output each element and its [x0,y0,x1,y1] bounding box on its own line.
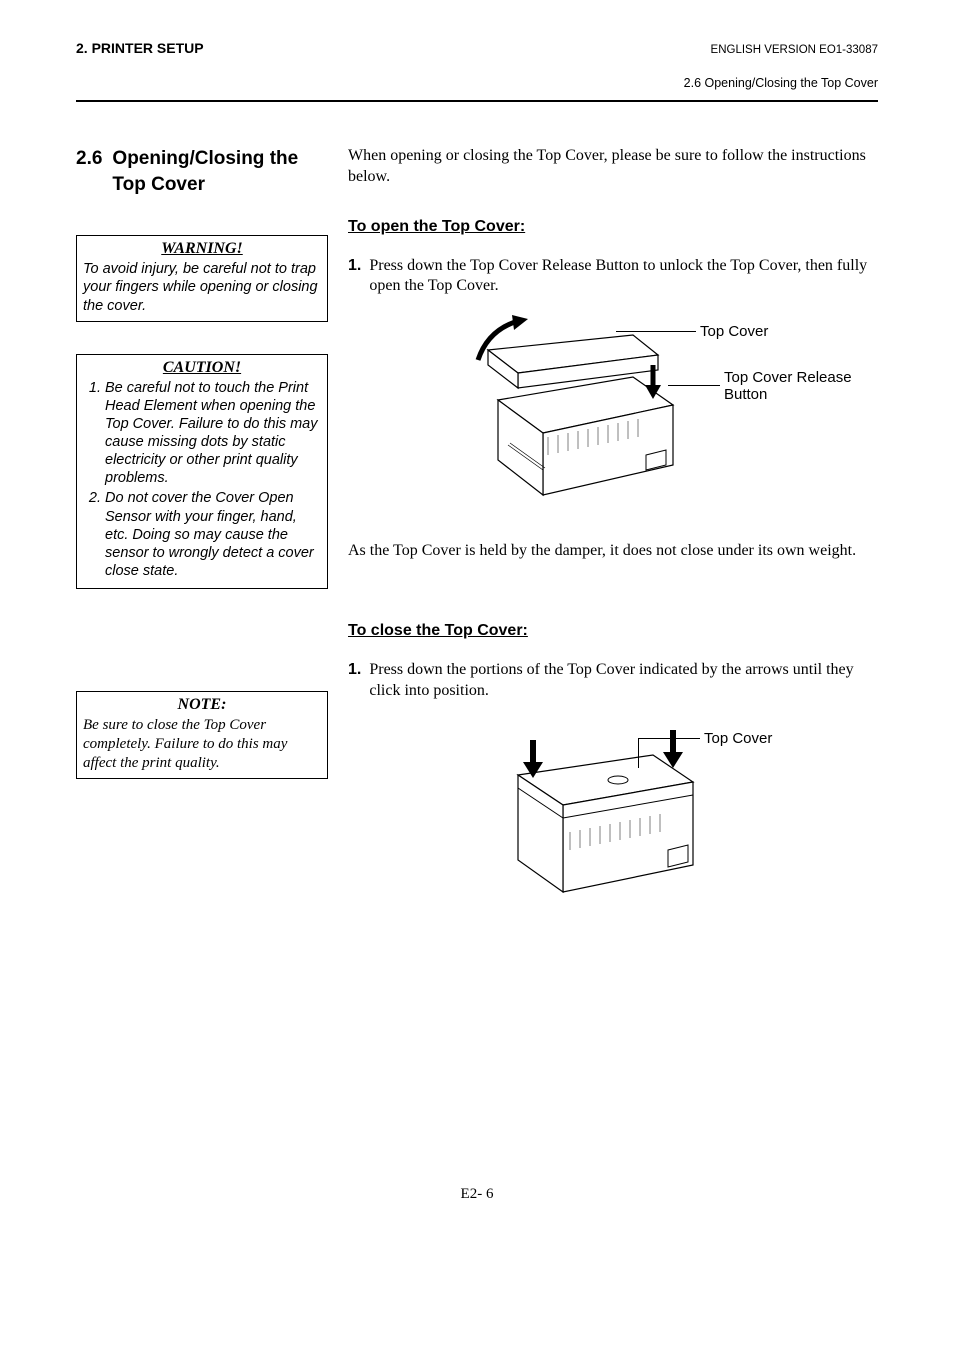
header-rule [76,100,878,102]
content-columns: 2.6 Opening/Closing the Top Cover WARNIN… [76,146,878,946]
printer-close-illustration [478,720,708,920]
caution-title: CAUTION! [83,359,321,377]
note-body: Be sure to close the Top Cover completel… [83,716,321,772]
close-step-1-num: 1. [348,660,361,702]
warning-box: WARNING! To avoid injury, be careful not… [76,235,328,321]
caution-item-2: Do not cover the Cover Open Sensor with … [105,489,321,580]
left-column: 2.6 Opening/Closing the Top Cover WARNIN… [76,146,328,946]
figure-close: Top Cover [348,720,878,920]
open-step-1: 1. Press down the Top Cover Release Butt… [348,256,878,298]
section-number: 2.6 [76,146,102,197]
damper-text: As the Top Cover is held by the damper, … [348,541,878,562]
section-title-text: Opening/Closing the Top Cover [112,146,328,197]
section-title: 2.6 Opening/Closing the Top Cover [76,146,328,197]
header-right-sub: 2.6 Opening/Closing the Top Cover [76,76,878,90]
page: 2. PRINTER SETUP ENGLISH VERSION EO1-330… [0,0,954,1233]
note-title: NOTE: [83,696,321,714]
header-left: 2. PRINTER SETUP [76,40,204,56]
open-heading: To open the Top Cover: [348,218,878,236]
open-callout-top-cover: Top Cover [700,323,768,340]
close-step-1-text: Press down the portions of the Top Cover… [369,660,878,702]
caution-list: Be careful not to touch the Print Head E… [83,379,321,580]
page-number: E2- 6 [76,1186,878,1203]
figure-open: Top Cover Top Cover Release Button [348,315,878,515]
note-box: NOTE: Be sure to close the Top Cover com… [76,691,328,779]
right-column: When opening or closing the Top Cover, p… [348,146,878,946]
printer-open-illustration [448,315,678,515]
intro-text: When opening or closing the Top Cover, p… [348,146,878,188]
close-heading: To close the Top Cover: [348,622,878,640]
open-step-1-text: Press down the Top Cover Release Button … [369,256,878,298]
header-right-top: ENGLISH VERSION EO1-33087 [711,44,878,56]
close-step-1: 1. Press down the portions of the Top Co… [348,660,878,702]
open-callout-release-button: Top Cover Release Button [724,369,864,404]
warning-body: To avoid injury, be careful not to trap … [83,260,321,314]
page-header: 2. PRINTER SETUP ENGLISH VERSION EO1-330… [76,40,878,56]
close-callout-top-cover: Top Cover [704,730,772,747]
caution-box: CAUTION! Be careful not to touch the Pri… [76,354,328,589]
caution-item-1: Be careful not to touch the Print Head E… [105,379,321,488]
open-step-1-num: 1. [348,256,361,298]
warning-title: WARNING! [83,240,321,258]
